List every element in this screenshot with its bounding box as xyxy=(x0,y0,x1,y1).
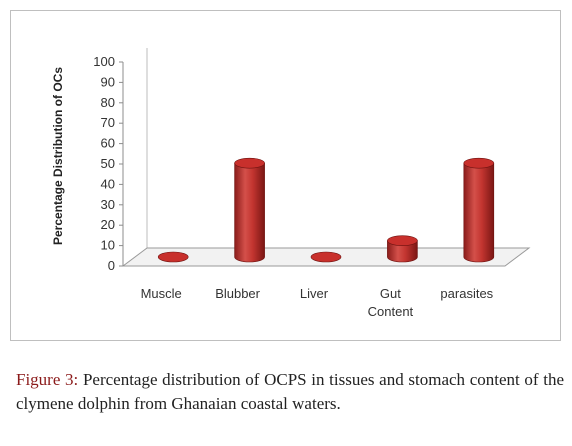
bar-top xyxy=(234,157,265,169)
category-label: Content xyxy=(368,304,414,319)
bar-blubber xyxy=(234,157,265,263)
labels: 0 10 20 30 40 50 60 70 80 90 100 Percentage Distrib… xyxy=(51,54,494,319)
bar-body xyxy=(463,162,495,263)
caption-text: Percentage distribution of OCPS in tissu… xyxy=(16,370,565,413)
bar-top xyxy=(463,157,495,169)
y-tick-label-80: 80 xyxy=(101,95,115,110)
category-label: Liver xyxy=(300,286,329,301)
figure-caption: Figure 3: Percentage distribution of OCP… xyxy=(16,368,564,416)
bar-top xyxy=(310,251,342,263)
category-label: Gut xyxy=(380,286,401,301)
y-tick-label-10: 10 xyxy=(101,238,115,253)
y-tick-label-90: 90 xyxy=(101,74,115,89)
y-axis-title: Percentage Distribution of OCs xyxy=(51,67,65,245)
category-label: parasites xyxy=(440,286,493,301)
bar-top xyxy=(387,235,418,246)
bar-muscle xyxy=(157,251,189,263)
bar-top xyxy=(157,251,189,263)
bar-parasites xyxy=(463,157,495,263)
y-tick-label-30: 30 xyxy=(101,197,115,212)
y-tick-label-60: 60 xyxy=(101,136,115,151)
y-tick-label-50: 50 xyxy=(101,156,115,171)
y-tick-label-40: 40 xyxy=(101,176,115,191)
caption-label: Figure 3: xyxy=(16,370,79,389)
y-tick-label-100: 100 xyxy=(93,54,115,69)
category-label: Blubber xyxy=(215,286,260,301)
bar-body xyxy=(234,162,265,263)
y-tick-label-20: 20 xyxy=(101,217,115,232)
y-tick-label-0: 0 xyxy=(108,258,115,273)
bars xyxy=(157,157,495,263)
bar-gut-content xyxy=(387,235,418,263)
y-tick-label-70: 70 xyxy=(101,115,115,130)
bar-liver xyxy=(310,251,342,263)
bar-body xyxy=(387,240,418,263)
category-label: Muscle xyxy=(141,286,182,301)
